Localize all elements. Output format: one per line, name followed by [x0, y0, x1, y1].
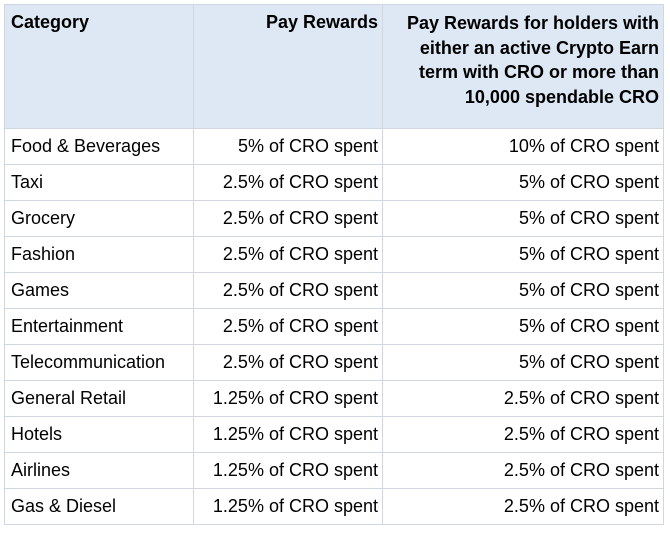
holder-rewards-cell: 2.5% of CRO spent: [382, 452, 664, 489]
table-row: Telecommunication 2.5% of CRO spent 5% o…: [4, 344, 664, 381]
pay-rewards-cell: 2.5% of CRO spent: [193, 200, 383, 237]
pay-rewards-cell: 1.25% of CRO spent: [193, 416, 383, 453]
holder-rewards-cell: 5% of CRO spent: [382, 200, 664, 237]
pay-rewards-cell: 1.25% of CRO spent: [193, 380, 383, 417]
holder-rewards-cell: 5% of CRO spent: [382, 344, 664, 381]
holder-rewards-cell: 2.5% of CRO spent: [382, 416, 664, 453]
holder-rewards-cell: 2.5% of CRO spent: [382, 488, 664, 525]
header-row: Category Pay Rewards Pay Rewards for hol…: [4, 4, 664, 129]
pay-rewards-cell: 2.5% of CRO spent: [193, 308, 383, 345]
table-row: Gas & Diesel 1.25% of CRO spent 2.5% of …: [4, 488, 664, 525]
table-body: Food & Beverages 5% of CRO spent 10% of …: [4, 128, 664, 525]
table-row: Airlines 1.25% of CRO spent 2.5% of CRO …: [4, 452, 664, 489]
pay-rewards-cell: 2.5% of CRO spent: [193, 236, 383, 273]
holder-rewards-cell: 2.5% of CRO spent: [382, 380, 664, 417]
category-cell: Gas & Diesel: [4, 488, 194, 525]
table-row: Entertainment 2.5% of CRO spent 5% of CR…: [4, 308, 664, 345]
table-row: General Retail 1.25% of CRO spent 2.5% o…: [4, 380, 664, 417]
category-cell: Entertainment: [4, 308, 194, 345]
header-pay-rewards-holders: Pay Rewards for holders with either an a…: [382, 4, 664, 129]
category-cell: Grocery: [4, 200, 194, 237]
table-row: Food & Beverages 5% of CRO spent 10% of …: [4, 128, 664, 165]
table-row: Hotels 1.25% of CRO spent 2.5% of CRO sp…: [4, 416, 664, 453]
pay-rewards-cell: 2.5% of CRO spent: [193, 272, 383, 309]
table-row: Fashion 2.5% of CRO spent 5% of CRO spen…: [4, 236, 664, 273]
header-category: Category: [4, 4, 194, 129]
table-header: Category Pay Rewards Pay Rewards for hol…: [4, 4, 664, 129]
header-pay-rewards: Pay Rewards: [193, 4, 383, 129]
holder-rewards-cell: 5% of CRO spent: [382, 236, 664, 273]
pay-rewards-cell: 5% of CRO spent: [193, 128, 383, 165]
table-row: Grocery 2.5% of CRO spent 5% of CRO spen…: [4, 200, 664, 237]
rewards-table: Category Pay Rewards Pay Rewards for hol…: [4, 4, 664, 525]
category-cell: Food & Beverages: [4, 128, 194, 165]
table-row: Games 2.5% of CRO spent 5% of CRO spent: [4, 272, 664, 309]
table-row: Taxi 2.5% of CRO spent 5% of CRO spent: [4, 164, 664, 201]
category-cell: Fashion: [4, 236, 194, 273]
category-cell: Telecommunication: [4, 344, 194, 381]
category-cell: General Retail: [4, 380, 194, 417]
holder-rewards-cell: 5% of CRO spent: [382, 308, 664, 345]
pay-rewards-cell: 1.25% of CRO spent: [193, 452, 383, 489]
pay-rewards-cell: 2.5% of CRO spent: [193, 344, 383, 381]
category-cell: Taxi: [4, 164, 194, 201]
holder-rewards-cell: 5% of CRO spent: [382, 272, 664, 309]
category-cell: Games: [4, 272, 194, 309]
holder-rewards-cell: 10% of CRO spent: [382, 128, 664, 165]
category-cell: Hotels: [4, 416, 194, 453]
pay-rewards-cell: 1.25% of CRO spent: [193, 488, 383, 525]
category-cell: Airlines: [4, 452, 194, 489]
holder-rewards-cell: 5% of CRO spent: [382, 164, 664, 201]
pay-rewards-cell: 2.5% of CRO spent: [193, 164, 383, 201]
